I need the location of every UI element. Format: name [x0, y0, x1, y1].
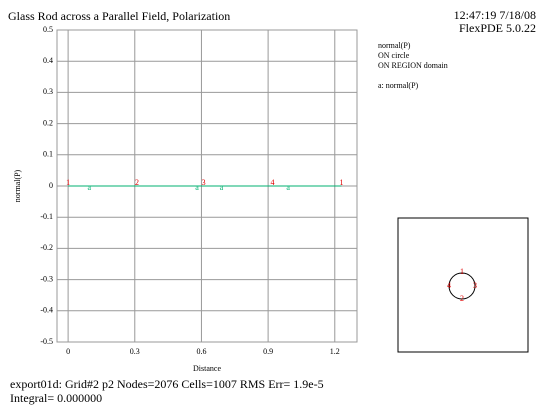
inset-circle — [448, 272, 476, 300]
legend-line: ON REGION domain — [378, 61, 448, 70]
curve-marker: a — [220, 183, 224, 192]
inset-frame — [397, 217, 529, 353]
legend-line: ON circle — [378, 51, 410, 60]
y-tick-label: 0.3 — [43, 87, 53, 96]
x-tick-label: 1.2 — [330, 347, 340, 356]
timestamp: 12:47:19 7/18/08 — [454, 8, 536, 22]
y-tick-label: 0.5 — [43, 25, 53, 34]
y-tick-label: -0.4 — [40, 306, 53, 315]
y-tick-label: 0.1 — [43, 150, 53, 159]
inset-label: 2 — [460, 294, 464, 303]
y-tick-label: -0.5 — [40, 337, 53, 346]
legend-entry: a: normal(P) — [378, 81, 419, 90]
inset-label: 4 — [447, 281, 451, 290]
footer-line: export01d: Grid#2 p2 Nodes=2076 Cells=10… — [10, 377, 324, 391]
chart-title: Glass Rod across a Parallel Field, Polar… — [8, 9, 230, 23]
x-tick-label: 0.6 — [196, 347, 206, 356]
x-tick-label: 0 — [66, 347, 70, 356]
boundary-marker: 3 — [202, 178, 206, 187]
software: FlexPDE 5.0.22 — [459, 21, 536, 35]
inset-label: 1 — [460, 267, 464, 276]
boundary-marker: 1 — [66, 178, 70, 187]
y-tick-label: -0.3 — [40, 274, 53, 283]
curve-marker: a — [87, 183, 91, 192]
curve-marker: a — [286, 183, 290, 192]
curve-marker: a — [195, 183, 199, 192]
boundary-marker: 2 — [135, 178, 139, 187]
inset-label: 3 — [473, 281, 477, 290]
y-tick-label: -0.1 — [40, 212, 53, 221]
y-axis-label: normal(P) — [13, 169, 22, 202]
legend-line: normal(P) — [378, 41, 411, 50]
x-tick-label: 0.9 — [263, 347, 273, 356]
y-tick-label: 0 — [49, 181, 53, 190]
boundary-marker: 1 — [339, 178, 343, 187]
boundary-marker: 4 — [271, 178, 275, 187]
footer-line: Integral= 0.000000 — [10, 391, 102, 405]
x-axis-label: Distance — [193, 364, 221, 373]
x-tick-label: 0.3 — [130, 347, 140, 356]
y-tick-label: 0.2 — [43, 118, 53, 127]
y-tick-label: -0.2 — [40, 243, 53, 252]
y-tick-label: 0.4 — [43, 56, 53, 65]
